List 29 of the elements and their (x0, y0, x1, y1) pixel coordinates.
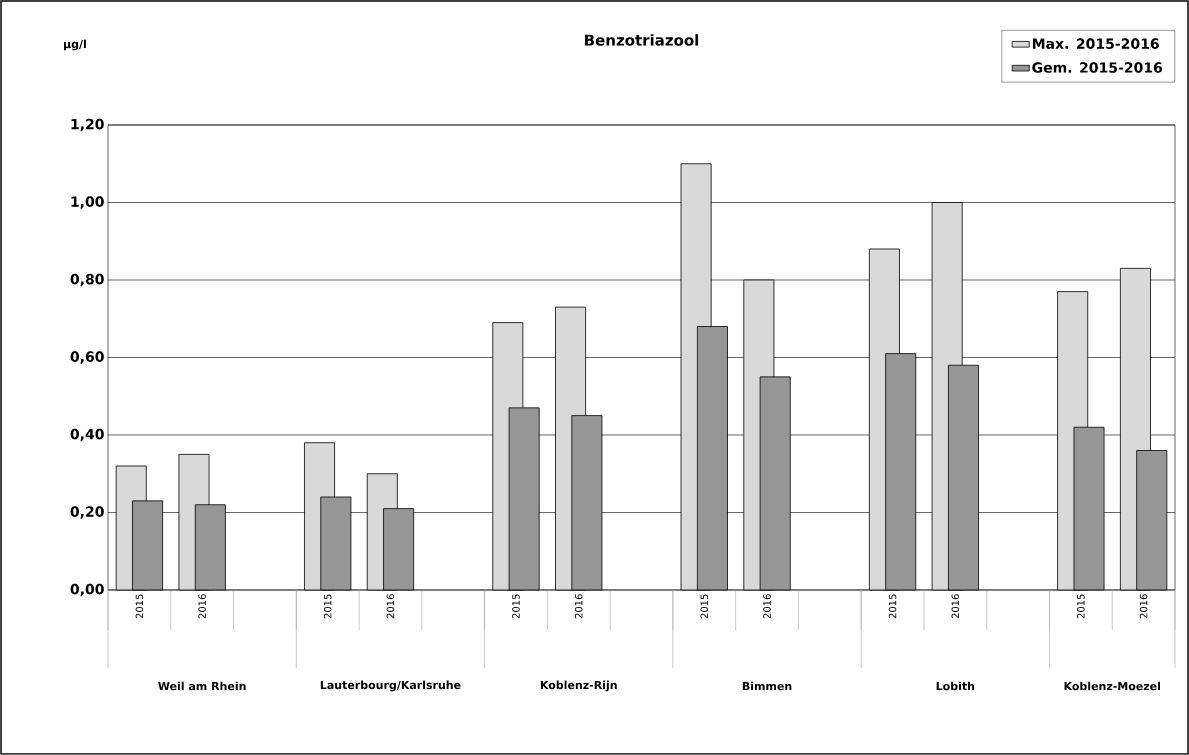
text: Bimmen (742, 681, 792, 691)
text: µg/l (63, 39, 86, 51)
x-tick-label: 2015 (323, 594, 332, 619)
y-tick-label: 0,80 (70, 273, 104, 287)
legend-label: Max. 2015-2016 (1032, 38, 1159, 49)
text: Weil am Rhein (158, 681, 246, 691)
text: Koblenz-Rijn (540, 680, 617, 692)
y-tick-label: 0,60 (70, 351, 104, 364)
x-tick-label: 2015 (700, 594, 709, 619)
x-tick-label: 2016 (386, 594, 395, 619)
text: Lobith (936, 681, 975, 691)
x-tick-label: 2015 (135, 594, 144, 619)
y-tick-label: 0,20 (70, 506, 104, 519)
x-tick-label: 2016 (763, 594, 771, 619)
y-tick-label: 0,00 (70, 583, 104, 597)
legend-label: Gem. 2015-2016 (1032, 62, 1163, 73)
text: Lauterbourg/Karlsruhe (320, 680, 461, 692)
x-tick-label: 2016 (198, 594, 206, 619)
x-tick-label: 2015 (1077, 594, 1085, 619)
y-tick-label: 1,20 (71, 118, 104, 132)
x-tick-label: 2015 (888, 594, 897, 619)
x-tick-label: 2015 (512, 594, 520, 619)
x-tick-label: 2016 (1139, 594, 1148, 619)
chart-title: Benzotriazool (585, 34, 699, 46)
y-tick-label: 1,00 (71, 196, 104, 209)
x-tick-label: 2016 (951, 594, 960, 619)
x-tick-label: 2016 (574, 594, 583, 619)
text: Koblenz-Moezel (1064, 681, 1160, 691)
y-tick-label: 0,40 (70, 428, 104, 442)
